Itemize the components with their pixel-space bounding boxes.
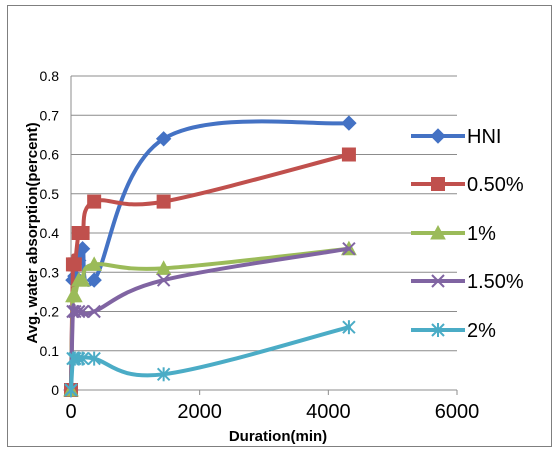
y-axis-label: Avg. water absorption(percent) bbox=[24, 122, 41, 343]
x-axis-label: Duration(min) bbox=[229, 428, 327, 445]
legend-label: 1.50% bbox=[467, 271, 524, 293]
y-tick-label: 0.7 bbox=[40, 107, 60, 123]
data-point bbox=[157, 195, 170, 208]
legend-swatch-marker bbox=[432, 178, 445, 191]
x-tick-label: 6000 bbox=[435, 401, 480, 423]
y-tick-label: 0.3 bbox=[40, 264, 60, 280]
data-point bbox=[88, 195, 101, 208]
y-tick-label: 0.6 bbox=[40, 147, 60, 163]
legend-label: 2% bbox=[467, 320, 496, 342]
y-tick-label: 0.5 bbox=[40, 186, 60, 202]
legend-label: HNI bbox=[467, 126, 501, 148]
y-tick-label: 0 bbox=[51, 382, 59, 398]
y-tick-label: 0.2 bbox=[40, 304, 60, 320]
y-tick-label: 0.4 bbox=[40, 225, 60, 241]
y-tick-label: 0.8 bbox=[40, 68, 60, 84]
legend-label: 1% bbox=[467, 223, 496, 245]
x-tick-label: 4000 bbox=[306, 401, 351, 423]
data-point bbox=[342, 148, 355, 161]
data-point bbox=[68, 258, 81, 271]
x-tick-label: 0 bbox=[65, 401, 76, 423]
y-tick-labels: 0 0.1 0.2 0.3 0.4 0.5 0.6 0.7 0.8 bbox=[40, 68, 60, 398]
x-tick-label: 2000 bbox=[177, 401, 222, 423]
data-point bbox=[76, 227, 89, 240]
legend-label: 0.50% bbox=[467, 174, 524, 196]
y-tick-label: 0.1 bbox=[40, 343, 60, 359]
